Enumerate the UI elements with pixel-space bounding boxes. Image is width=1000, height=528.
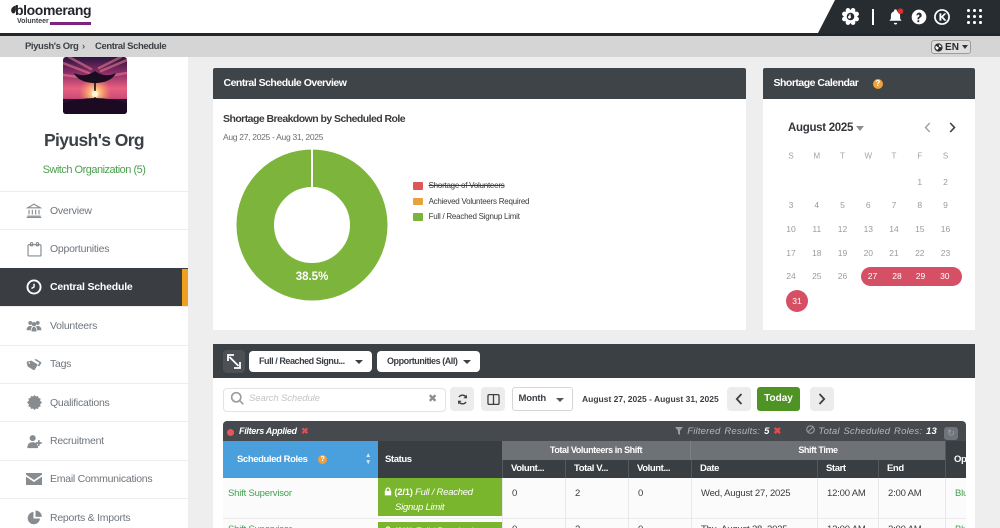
svg-text:38.5%: 38.5% — [296, 271, 329, 283]
